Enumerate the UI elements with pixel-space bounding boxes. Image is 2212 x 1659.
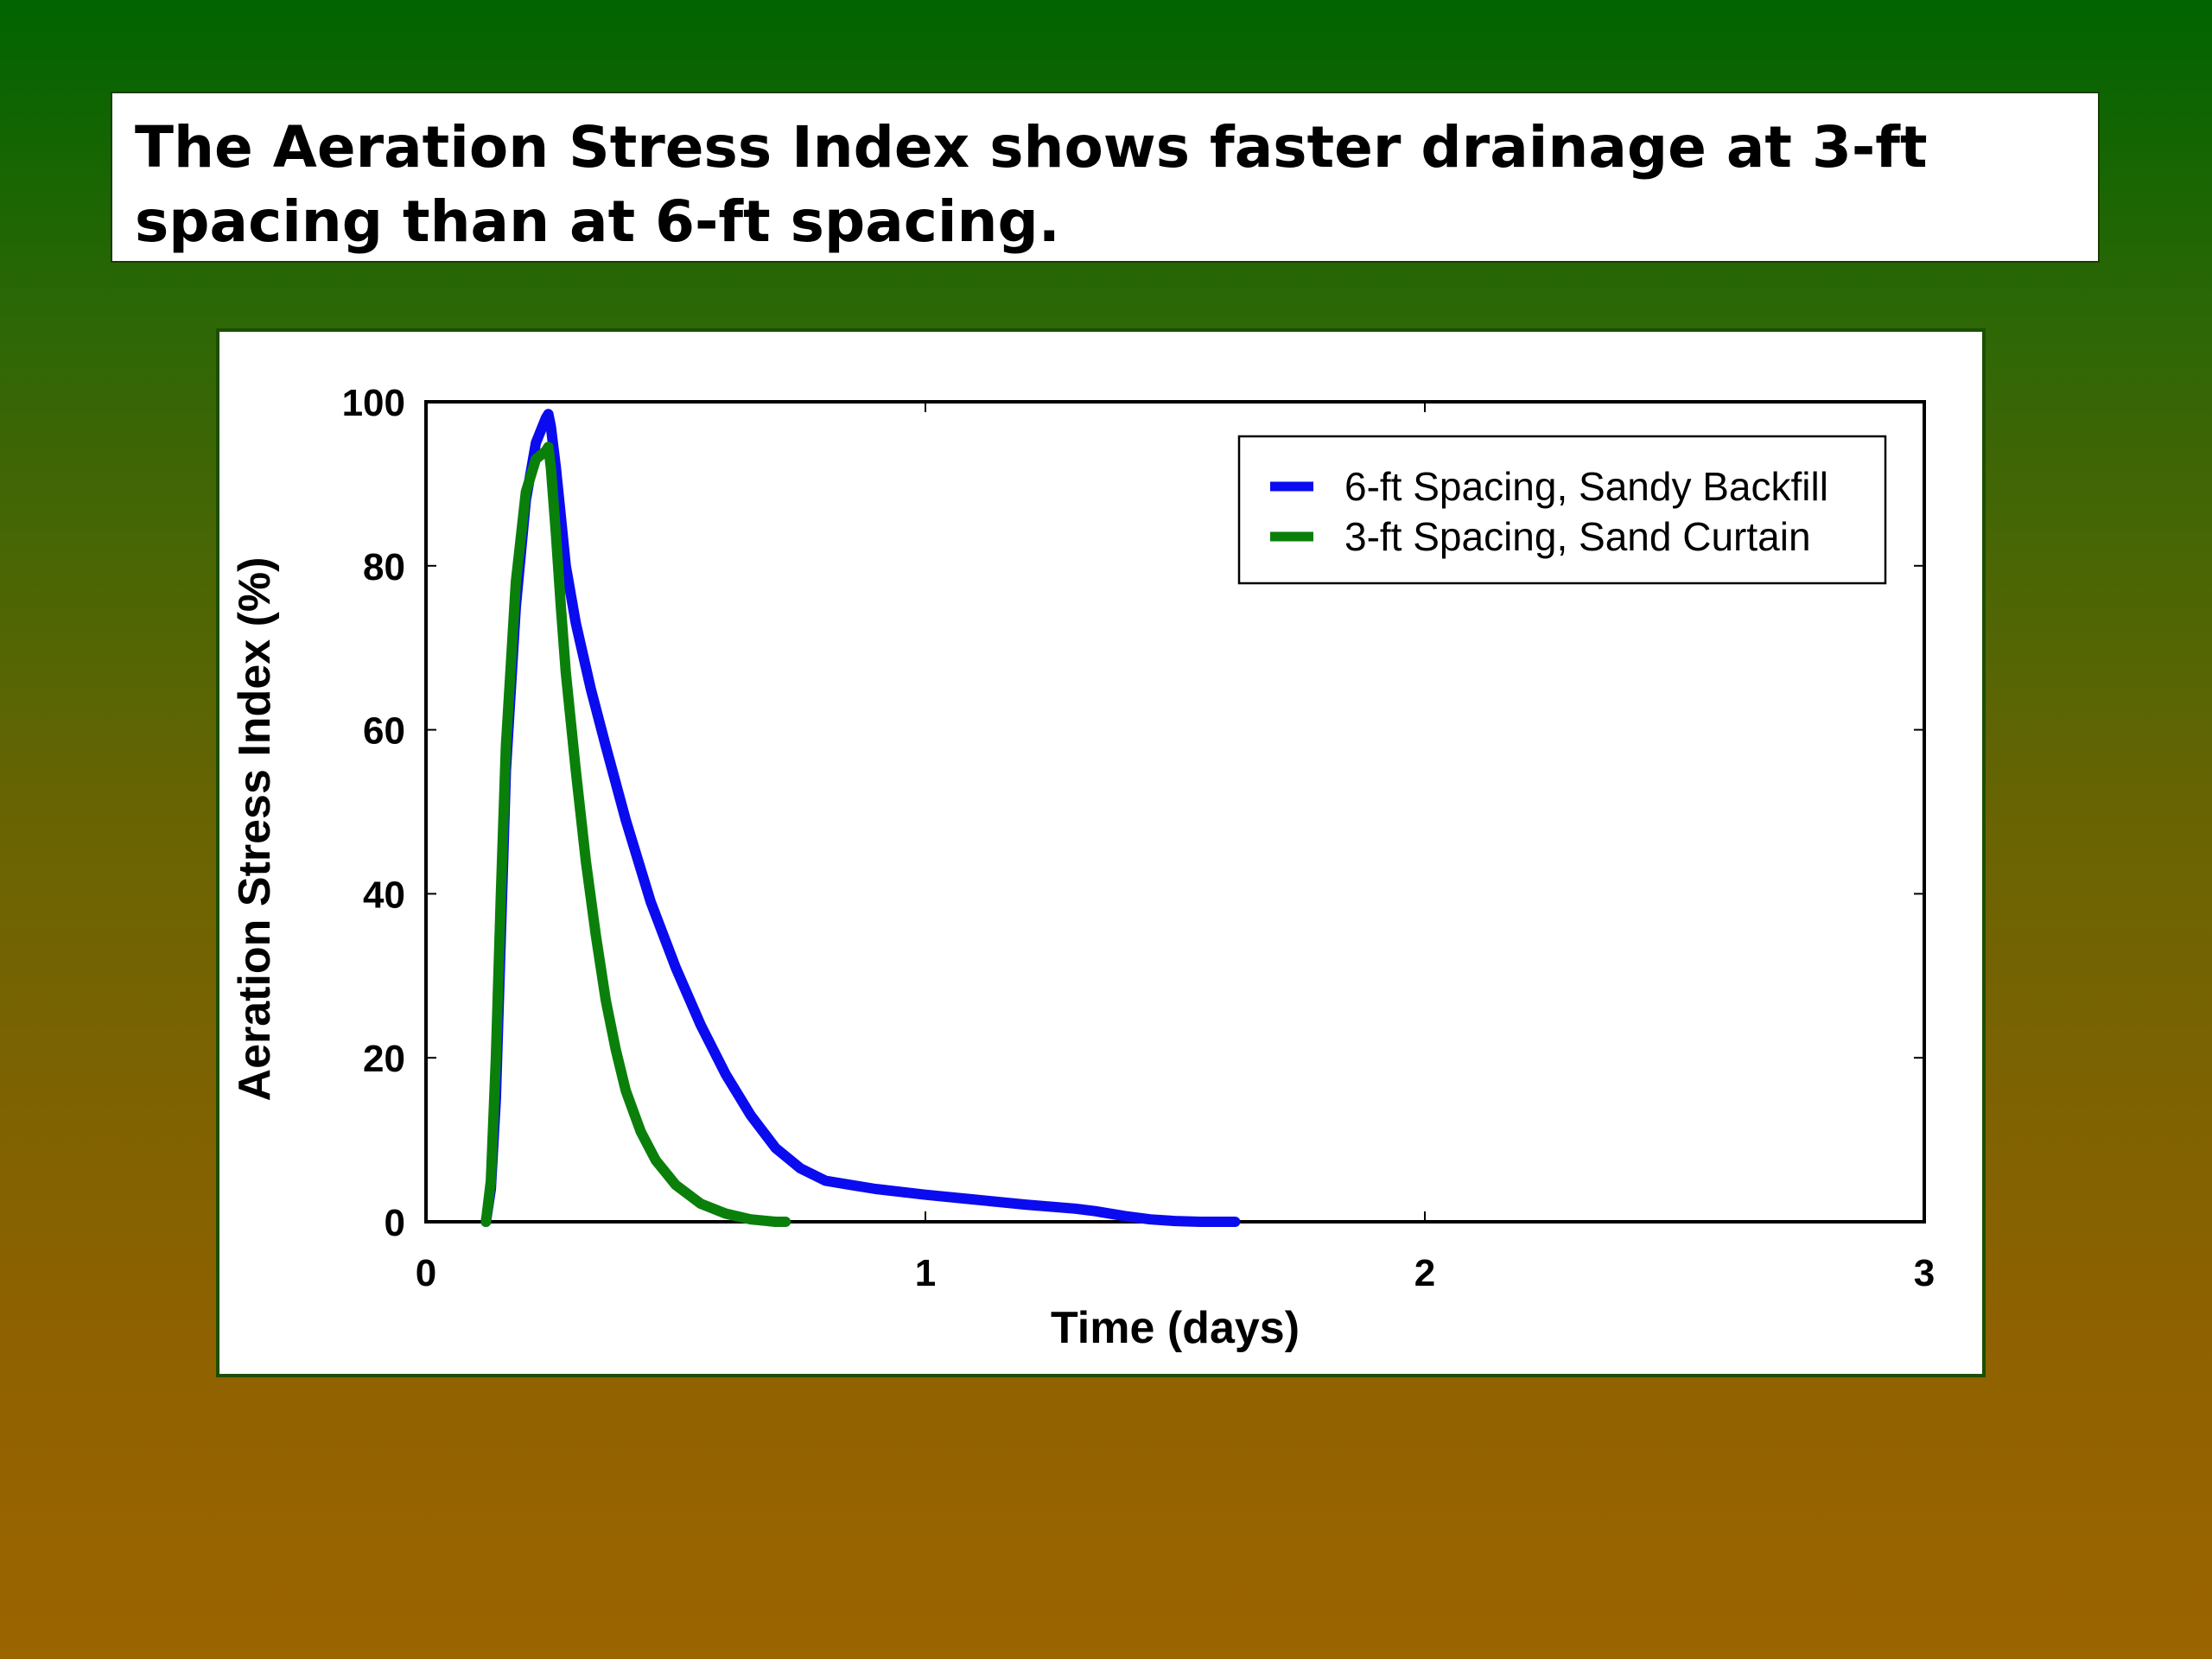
x-axis-title: Time (days) [1051, 1303, 1300, 1353]
legend-label-6ft: 6-ft Spacing, Sandy Backfill [1344, 464, 1828, 509]
series-layer [480, 409, 1241, 1227]
y-tick-label: 20 [363, 1038, 405, 1080]
y-tick-label: 0 [385, 1202, 405, 1244]
x-tick-label: 0 [416, 1252, 436, 1294]
legend-box [1237, 435, 1887, 585]
line-chart: 0 1 2 3 0 20 40 60 80 100 Time (days) Aeration St… [230, 382, 1936, 1353]
legend: 6-ft Spacing, Sandy Backfill 3-ft Spacin… [1237, 435, 1887, 585]
chart-panel: 0 1 2 3 0 20 40 60 80 100 Time (days) Aeration St… [216, 328, 1986, 1377]
legend-label-3ft: 3-ft Spacing, Sand Curtain [1344, 514, 1811, 559]
x-tick-label: 1 [915, 1252, 936, 1294]
tick-labels-layer: 0 1 2 3 0 20 40 60 80 100 [342, 382, 1936, 1294]
y-tick-label: 100 [342, 382, 405, 424]
slide-title-box: The Aeration Stress Index shows faster d… [111, 92, 2100, 263]
x-tick-label: 2 [1414, 1252, 1435, 1294]
y-tick-label: 80 [363, 546, 405, 588]
y-axis-title: Aeration Stress Index (%) [230, 557, 280, 1102]
y-tick-label: 60 [363, 710, 405, 753]
series-line-1 [480, 442, 791, 1227]
y-tick-label: 40 [363, 874, 405, 916]
slide-title: The Aeration Stress Index shows faster d… [135, 114, 1928, 255]
x-tick-label: 3 [1914, 1252, 1935, 1294]
series-line-0 [480, 409, 1241, 1227]
